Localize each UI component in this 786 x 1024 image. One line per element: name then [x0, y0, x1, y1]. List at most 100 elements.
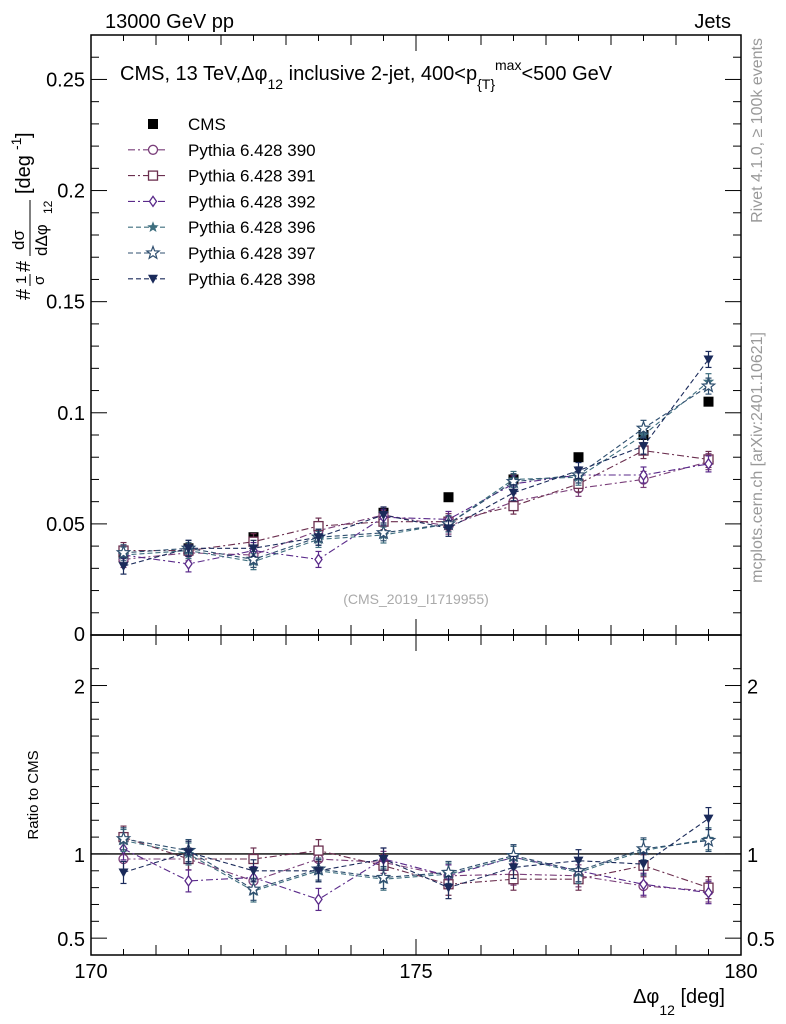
- y-tick-label: 0.2: [57, 181, 85, 203]
- data-point: [508, 500, 519, 512]
- series-p396: [117, 373, 715, 571]
- y-tick-label-right: 0.5: [747, 929, 775, 951]
- ratio-point: [573, 856, 584, 866]
- y-label-unit: ]: [13, 132, 35, 138]
- ratio-series-p392: [119, 837, 713, 912]
- legend-label: Pythia 6.428 390: [188, 141, 316, 160]
- legend-entry: Pythia 6.428 398: [128, 270, 316, 289]
- title-part: inclusive 2-jet, 400<p: [283, 63, 477, 85]
- data-point: [508, 488, 519, 498]
- legend-marker: [148, 119, 158, 129]
- data-point: [635, 420, 652, 435]
- legend-label: CMS: [188, 115, 226, 134]
- data-point: [184, 557, 193, 571]
- data-point: [573, 466, 584, 476]
- data-point: [314, 553, 323, 566]
- series-p398: [118, 350, 714, 575]
- data-point: [183, 544, 194, 554]
- ratio-point: [183, 848, 194, 858]
- series-p391: [118, 441, 714, 560]
- legend-entry: CMS: [148, 115, 226, 134]
- ratio-ylabel: Ratio to CMS: [25, 750, 42, 839]
- legend-label: Pythia 6.428 391: [188, 167, 316, 186]
- y-label-hash: #: [13, 288, 35, 300]
- ratio-point: [700, 832, 717, 848]
- series-line: [123, 385, 709, 560]
- ratio-frame: [90, 634, 742, 956]
- watermark-label: (CMS_2019_I1719955): [343, 591, 489, 607]
- ratio-point: [375, 869, 392, 885]
- x-label-part: [deg]: [675, 986, 725, 1008]
- ratio-point: [314, 893, 323, 906]
- data-point: [375, 524, 392, 540]
- ratio-point: [704, 886, 713, 899]
- ratio-point: [115, 830, 132, 846]
- data-point: [638, 442, 649, 452]
- ratio-point: [635, 840, 652, 856]
- legend-label: Pythia 6.428 398: [188, 270, 316, 289]
- y-tick-label: 1: [74, 845, 85, 867]
- legend-marker: [147, 221, 159, 233]
- x-tick-label: 170: [74, 961, 107, 983]
- y-axis-label: #1 σ # dσ dΔφ 12 [deg -1]: [8, 132, 55, 300]
- legend-marker: [147, 144, 159, 155]
- y-label-superscript: -1: [8, 137, 24, 150]
- series-p392: [119, 455, 713, 573]
- legend-marker: [148, 195, 158, 208]
- legend-entry: Pythia 6.428 390: [128, 141, 316, 160]
- ratio-point: [184, 874, 193, 888]
- y-label-unit: [deg: [13, 155, 35, 194]
- ratio-point: [440, 864, 457, 880]
- series-line: [123, 450, 709, 552]
- y-tick-label: 2: [74, 677, 85, 699]
- legend-label: Pythia 6.428 397: [188, 244, 316, 263]
- series-p390: [118, 453, 714, 569]
- x-label-subscript: 12: [659, 1002, 675, 1018]
- ratio-point: [508, 863, 519, 873]
- y-tick-label: 0.15: [46, 292, 85, 314]
- series-line: [123, 461, 709, 560]
- ratio-line: [123, 838, 709, 890]
- ratio-point: [313, 845, 324, 856]
- x-axis-label: Δφ12 [deg]: [633, 986, 725, 1018]
- ratio-line: [123, 858, 709, 892]
- legend-label: Pythia 6.428 392: [188, 192, 316, 211]
- y-label-one: 1: [13, 276, 30, 284]
- data-point: [573, 452, 584, 463]
- data-point: [703, 396, 714, 407]
- data-point: [313, 533, 324, 543]
- legend-label: Pythia 6.428 396: [188, 218, 316, 237]
- y-tick-label-right: 2: [747, 677, 758, 699]
- ratio-line: [123, 836, 709, 889]
- ratio-point: [245, 881, 262, 896]
- energy-label: 13000 GeV pp: [105, 11, 234, 33]
- legend-entry: Pythia 6.428 397: [128, 244, 316, 263]
- ratio-point: [443, 883, 454, 893]
- y-tick-label-right: 1: [747, 845, 758, 867]
- data-point: [118, 562, 129, 572]
- mcplots-label: mcplots.cern.ch [arXiv:2401.10621]: [749, 332, 766, 583]
- process-label: Jets: [694, 11, 731, 33]
- ratio-series-p398: [118, 806, 714, 900]
- legend-marker: [145, 244, 161, 260]
- ratio-point: [313, 866, 324, 876]
- title-superscript: max: [495, 57, 521, 73]
- legend-entry: Pythia 6.428 391: [128, 167, 316, 186]
- data-point: [443, 492, 454, 503]
- series-cms: [118, 396, 714, 563]
- x-label-part: Δφ: [633, 986, 659, 1008]
- ratio-point: [639, 878, 648, 891]
- y-label-sigma: σ: [31, 275, 48, 285]
- y-tick-label: 0.1: [57, 403, 85, 425]
- rivet-label: Rivet 4.1.0, ≥ 100k events: [749, 38, 766, 223]
- x-tick-label: 180: [724, 961, 757, 983]
- ratio-series-p396: [117, 827, 715, 903]
- y-label-subscript: 12: [41, 200, 55, 214]
- x-tick-label: 175: [399, 961, 432, 983]
- legend-marker: [148, 274, 158, 284]
- y-label-dphi: dΔφ: [32, 224, 51, 256]
- y-tick-label: 0.05: [46, 514, 85, 536]
- y-tick-label: 0.5: [57, 929, 85, 951]
- series-p397: [115, 377, 717, 569]
